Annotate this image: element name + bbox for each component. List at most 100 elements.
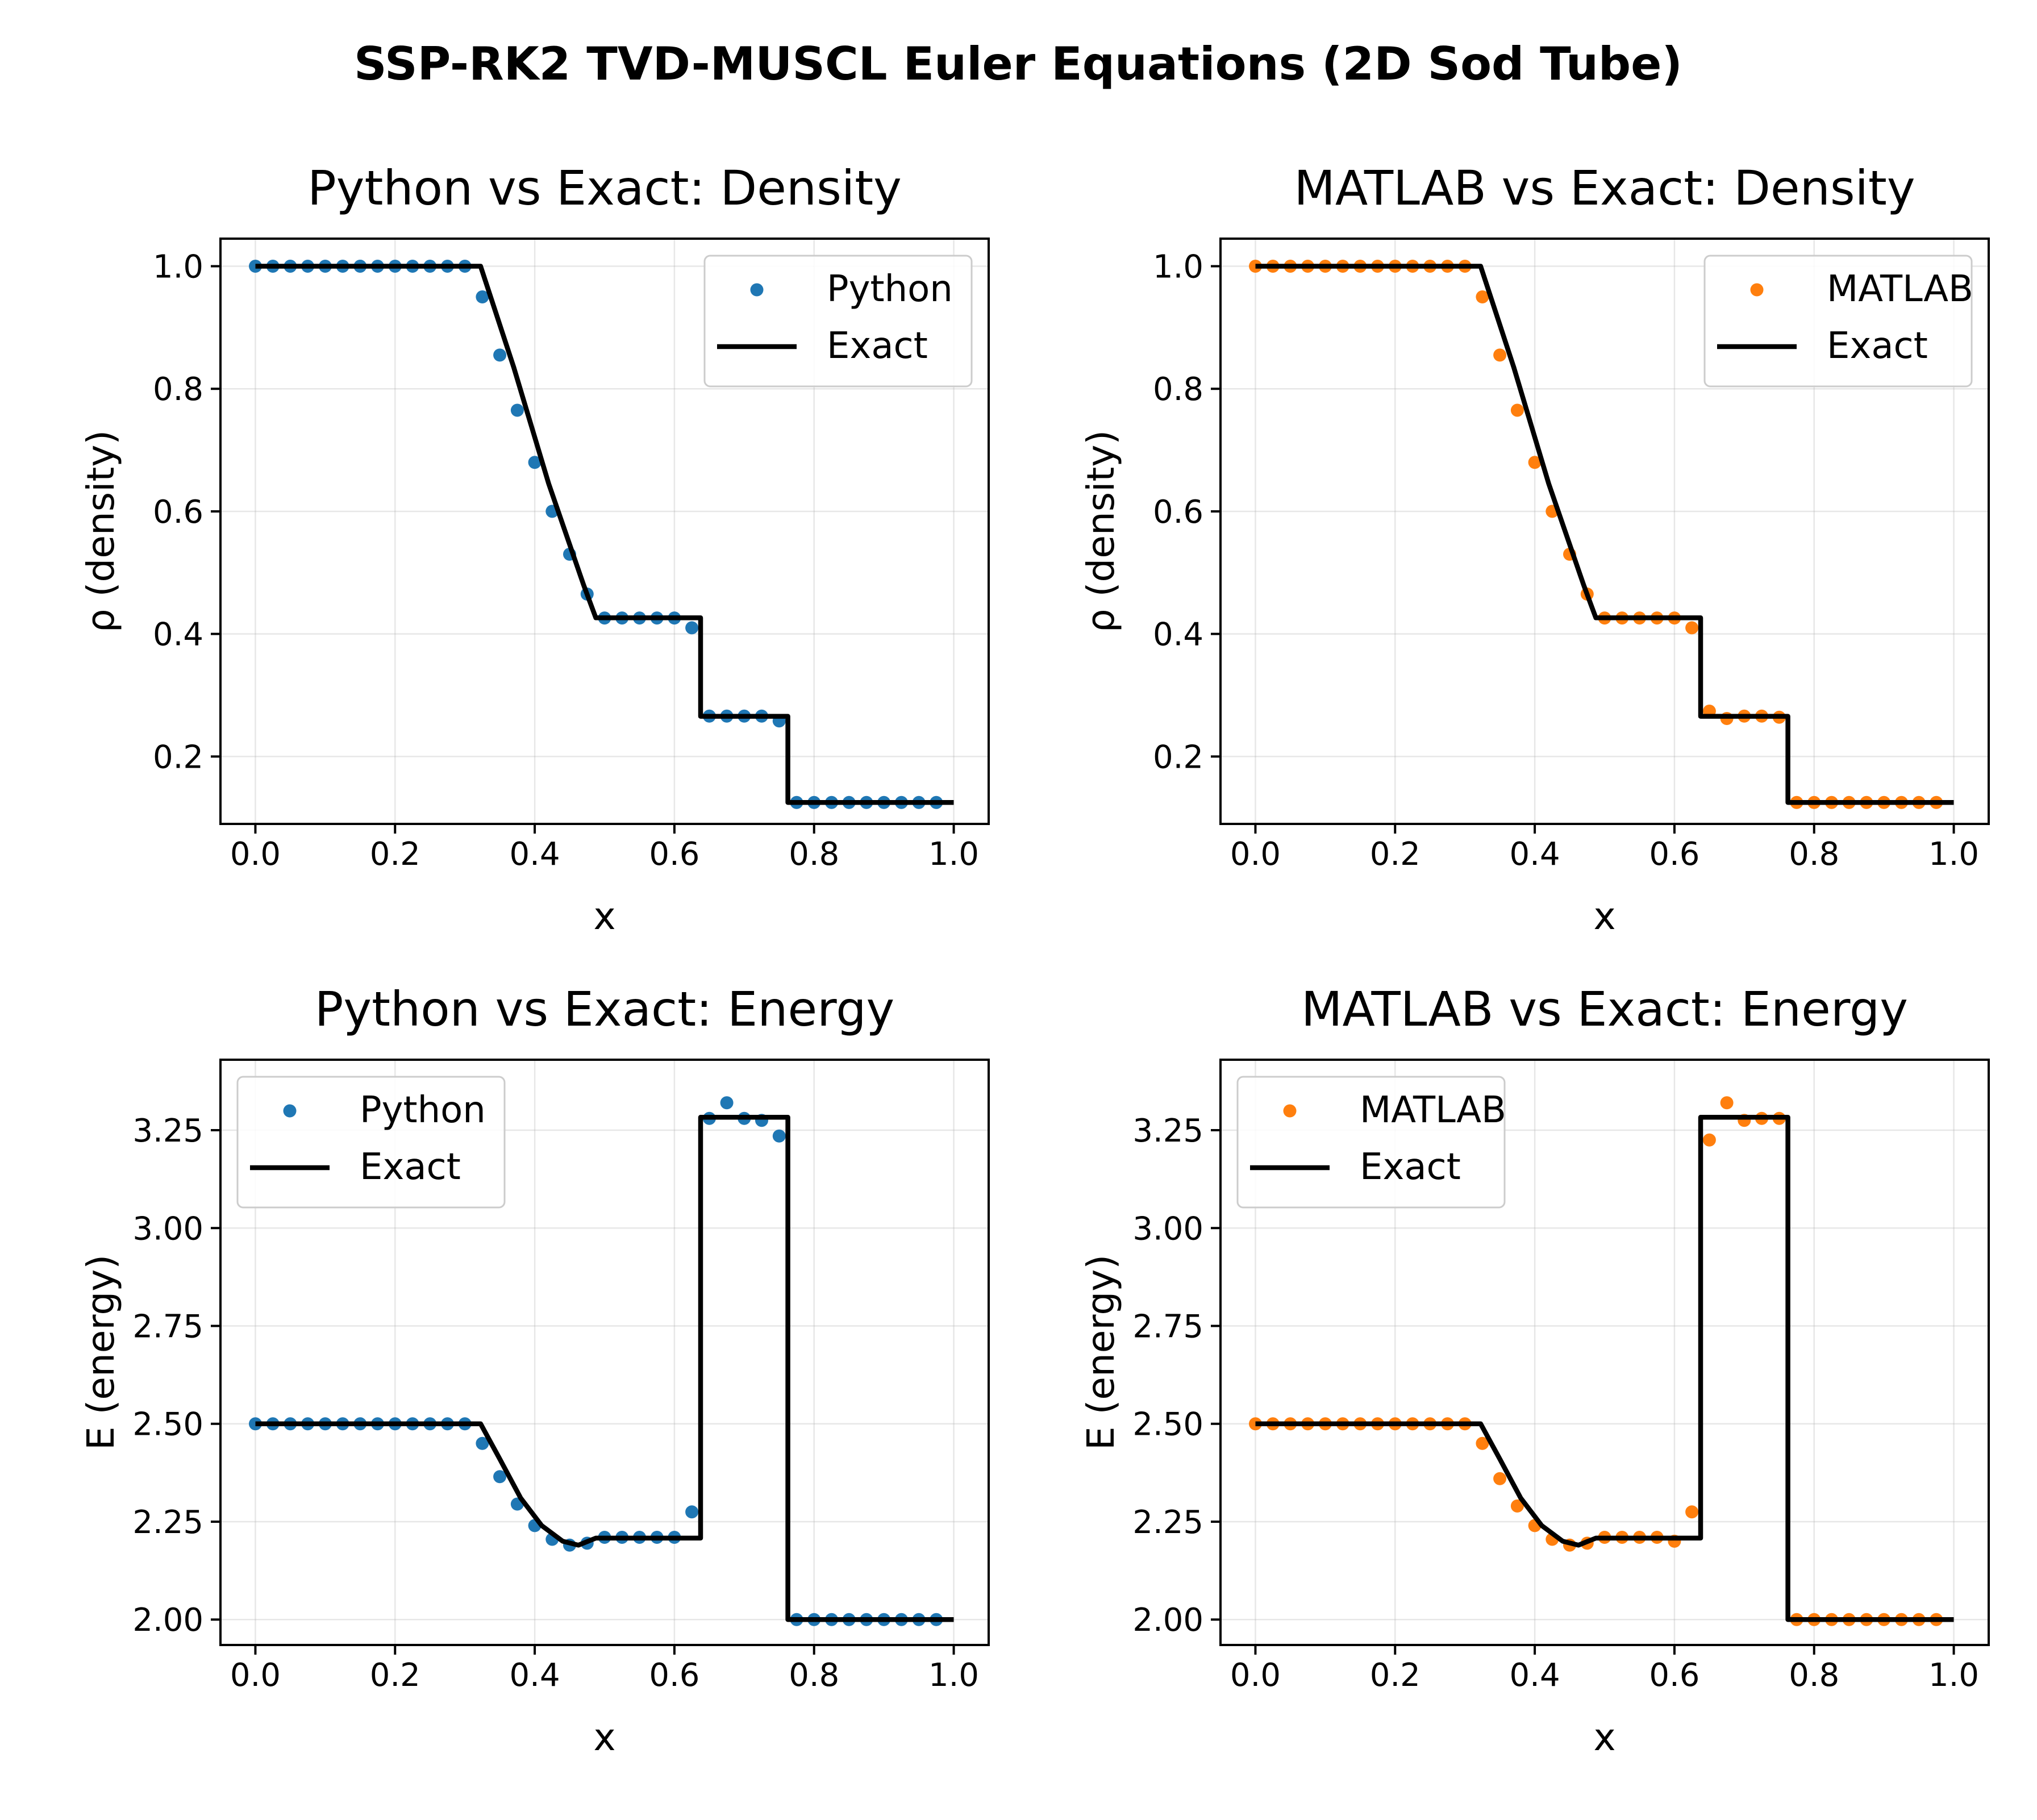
x-tick-label: 0.8 <box>789 836 839 873</box>
y-tick-label: 0.2 <box>153 739 203 776</box>
x-tick-label: 0.6 <box>1649 1657 1699 1694</box>
x-tick-label: 1.0 <box>1928 836 1979 873</box>
legend-label-python: Python <box>827 268 953 310</box>
x-tick-label: 0.6 <box>649 1657 699 1694</box>
x-tick-label: 0.4 <box>1510 1657 1560 1694</box>
plot-area <box>249 1096 954 1626</box>
plot-area <box>1249 1096 1954 1626</box>
y-axis-label: E (energy) <box>79 1255 123 1450</box>
data-point <box>1493 1472 1507 1485</box>
x-axis-label: x <box>593 1715 615 1759</box>
figure-suptitle: SSP-RK2 TVD-MUSCL Euler Equations (2D So… <box>354 38 1682 90</box>
y-axis-label: ρ (density) <box>79 430 123 632</box>
x-tick-label: 0.8 <box>1789 836 1839 873</box>
data-point <box>493 1470 507 1484</box>
y-tick-label: 3.00 <box>1132 1210 1203 1247</box>
data-point <box>493 348 507 362</box>
x-tick-label: 0.2 <box>370 836 420 873</box>
legend-swatch-python <box>283 1104 297 1118</box>
axes-frame <box>1219 1059 1990 1646</box>
y-tick-label: 0.6 <box>1153 494 1203 531</box>
legend-frame <box>1236 1076 1506 1209</box>
x-tick-label: 0.0 <box>230 836 281 873</box>
y-tick-label: 0.2 <box>1153 739 1203 776</box>
subplot-matlab-vs-exact-density: 0.0 0.2 0.4 0.6 0.8 1.0 0.2 0.4 0.6 0.8 1.0 MATLAB … <box>1079 160 1990 938</box>
y-axis-label: ρ (density) <box>1079 430 1123 632</box>
x-tick-label: 0.8 <box>789 1657 839 1694</box>
data-point <box>510 403 524 417</box>
y-tick-label: 0.4 <box>1153 617 1203 653</box>
subplot-title: MATLAB vs Exact: Density <box>1294 160 1915 216</box>
data-point <box>1720 1096 1734 1110</box>
data-point <box>1476 1436 1489 1450</box>
x-tick-label: 0.0 <box>1230 1657 1281 1694</box>
y-tick-label: 2.50 <box>132 1406 203 1443</box>
y-tick-label: 2.50 <box>1132 1406 1203 1443</box>
subplot-title: Python vs Exact: Energy <box>315 981 895 1037</box>
x-tick-label: 1.0 <box>928 836 979 873</box>
x-tick-label: 0.4 <box>510 836 560 873</box>
data-point <box>1510 1499 1524 1513</box>
data-point <box>685 1505 699 1519</box>
data-point <box>1493 348 1507 362</box>
legend-swatch-python <box>750 283 764 297</box>
subplot-python-vs-exact-energy: 0.0 0.2 0.4 0.6 0.8 1.0 2.00 2.25 2.50 2.75 3.00 3.… <box>79 981 990 1759</box>
x-tick-label: 0.2 <box>1370 836 1421 873</box>
data-point <box>1685 1505 1699 1519</box>
legend-label-matlab: MATLAB <box>1360 1089 1506 1131</box>
x-tick-label: 0.6 <box>649 836 699 873</box>
x-tick-label: 0.6 <box>1649 836 1699 873</box>
x-axis-label: x <box>1593 894 1615 938</box>
subplot-python-vs-exact-density: 0.0 0.2 0.4 0.6 0.8 1.0 0.2 0.4 0.6 0.8 1.0 Python … <box>79 160 990 938</box>
x-axis-label: x <box>1593 1715 1615 1759</box>
x-tick-label: 0.4 <box>1510 836 1560 873</box>
legend-label-matlab: MATLAB <box>1827 268 1973 310</box>
data-point <box>528 456 541 469</box>
y-tick-label: 2.75 <box>132 1308 203 1345</box>
y-axis-label: E (energy) <box>1079 1255 1123 1450</box>
legend-frame <box>1703 255 1973 388</box>
legend: MATLAB Exact <box>1703 255 1973 388</box>
x-tick-label: 0.0 <box>1230 836 1281 873</box>
subplot-matlab-vs-exact-energy: 0.0 0.2 0.4 0.6 0.8 1.0 2.00 2.25 2.50 2.75 3.00 3.… <box>1079 981 1990 1759</box>
x-axis-label: x <box>593 894 615 938</box>
y-tick-label: 0.8 <box>153 371 203 408</box>
plot-area <box>1249 260 1954 809</box>
y-tick-label: 3.00 <box>132 1210 203 1247</box>
y-tick-label: 3.25 <box>1132 1113 1203 1150</box>
data-point <box>1510 403 1524 417</box>
axes-frame <box>219 238 990 825</box>
legend: Python Exact <box>703 255 973 388</box>
legend-label-exact: Exact <box>1827 325 1928 367</box>
data-point <box>476 1436 489 1450</box>
x-tick-label: 0.4 <box>510 1657 560 1694</box>
data-point <box>1528 456 1542 469</box>
legend-frame <box>703 255 973 388</box>
legend-swatch-matlab <box>1750 283 1764 297</box>
series-line-exact <box>1255 264 1954 805</box>
series-line-exact <box>255 264 954 805</box>
legend: MATLAB Exact <box>1236 1076 1506 1209</box>
subplot-title: Python vs Exact: Density <box>307 160 902 216</box>
y-tick-label: 2.00 <box>1132 1602 1203 1639</box>
data-point <box>685 621 699 635</box>
x-tick-label: 1.0 <box>1928 1657 1979 1694</box>
data-point <box>1702 1133 1716 1147</box>
axes-frame <box>1219 238 1990 825</box>
legend-frame <box>236 1076 506 1209</box>
subplot-grid: 0.0 0.2 0.4 0.6 0.8 1.0 0.2 0.4 0.6 0.8 1.0 Python … <box>79 160 1990 1759</box>
y-tick-label: 0.8 <box>1153 371 1203 408</box>
y-tick-label: 2.00 <box>132 1602 203 1639</box>
y-tick-label: 2.25 <box>132 1504 203 1541</box>
data-point <box>1476 290 1489 303</box>
legend-label-exact: Exact <box>1360 1146 1461 1188</box>
x-tick-label: 0.8 <box>1789 1657 1839 1694</box>
y-tick-label: 0.6 <box>153 494 203 531</box>
x-tick-label: 0.2 <box>1370 1657 1421 1694</box>
axes-frame <box>219 1059 990 1646</box>
data-point <box>476 290 489 303</box>
y-tick-label: 3.25 <box>132 1113 203 1150</box>
data-point <box>772 1129 786 1143</box>
data-point <box>1685 621 1699 635</box>
